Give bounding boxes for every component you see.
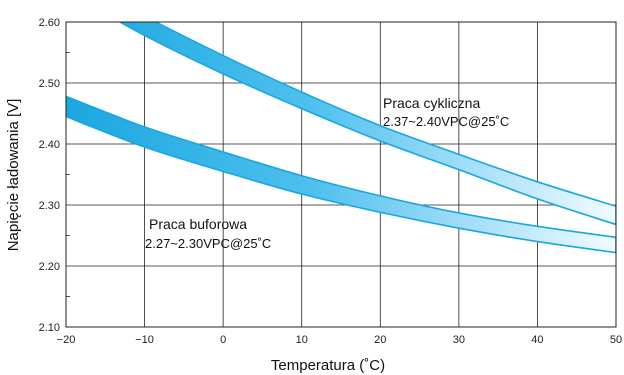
y-tick-label: 2.40 (39, 139, 60, 151)
x-tick-label: 50 (610, 334, 622, 346)
grid-lines (65, 21, 617, 328)
y-tick-label: 2.60 (39, 17, 60, 29)
x-tick-label: −10 (135, 334, 154, 346)
y-tick-label: 2.50 (39, 78, 60, 90)
axis-ticks: −20 −10 0 10 20 30 40 50 2.10 2.20 2.30 2.40 2.50 2.6… (39, 17, 623, 346)
band-praca-cykliczna (118, 22, 616, 226)
x-axis-title: Temperatura (˚C) (271, 357, 385, 374)
x-tick-label: −20 (57, 334, 76, 346)
x-tick-label: 10 (296, 334, 308, 346)
band-praca-buforowa (66, 95, 616, 254)
y-tick-label: 2.10 (39, 322, 60, 334)
x-tick-label: 30 (453, 334, 465, 346)
series-label-buforowa: Praca buforowa (149, 216, 247, 232)
x-tick-label: 0 (220, 334, 226, 346)
y-tick-label: 2.30 (39, 200, 60, 212)
x-tick-label: 20 (374, 334, 386, 346)
y-axis-title: Napięcie ładowania [V] (5, 99, 22, 252)
y-tick-label: 2.20 (39, 261, 60, 273)
x-tick-label: 40 (531, 334, 543, 346)
series-sub-cykliczna: 2.37~2.40VPC@25˚C (383, 114, 509, 129)
voltage-bands (66, 22, 616, 254)
series-sub-buforowa: 2.27~2.30VPC@25˚C (145, 236, 271, 251)
series-label-cykliczna: Praca cykliczna (383, 95, 480, 111)
plot-frame (65, 21, 617, 328)
